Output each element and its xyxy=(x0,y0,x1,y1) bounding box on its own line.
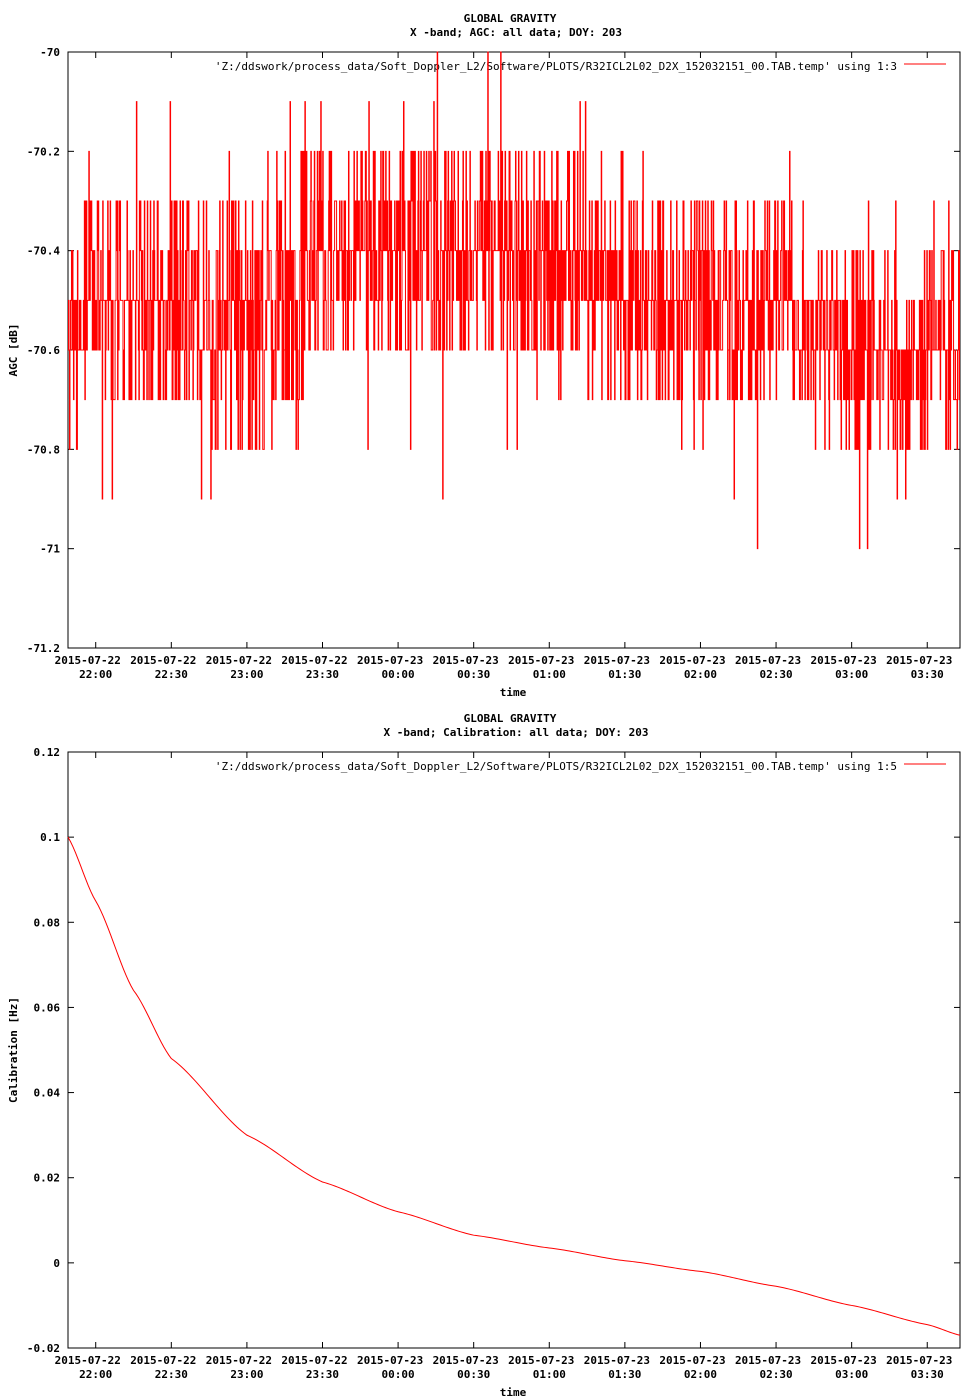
agc-xtick-date: 2015-07-23 xyxy=(357,654,423,667)
agc-ytick-label: -70 xyxy=(40,46,60,59)
agc-xtick-date: 2015-07-23 xyxy=(659,654,725,667)
agc-xtick-time: 22:30 xyxy=(155,668,188,681)
agc-ytick-label: -70.4 xyxy=(27,245,60,258)
calibration-chart: GLOBAL GRAVITY X -band; Calibration: all… xyxy=(7,712,946,1399)
calibration-plot-frame xyxy=(67,751,961,1349)
agc-xtick-date: 2015-07-23 xyxy=(433,654,499,667)
agc-xtick-time: 03:30 xyxy=(911,668,944,681)
calibration-ytick-label: 0.04 xyxy=(34,1087,61,1100)
agc-xtick-date: 2015-07-22 xyxy=(206,654,272,667)
calibration-ytick-label: 0.1 xyxy=(40,831,60,844)
calibration-xtick-time: 02:00 xyxy=(684,1368,717,1381)
agc-xtick-time: 03:00 xyxy=(835,668,868,681)
calibration-ytick-label: 0.12 xyxy=(34,746,61,759)
agc-xtick-time: 01:30 xyxy=(608,668,641,681)
agc-chart: GLOBAL GRAVITY X -band; AGC: all data; D… xyxy=(7,12,946,699)
agc-xtick-date: 2015-07-23 xyxy=(735,654,801,667)
agc-ytick-label: -71 xyxy=(40,543,60,556)
agc-chart-legend-label: 'Z:/ddswork/process_data/Soft_Doppler_L2… xyxy=(215,60,897,73)
calibration-plot-area: 0.120.10.080.060.040.020-0.022015-07-222… xyxy=(27,746,961,1381)
agc-series-line xyxy=(68,51,960,550)
calibration-xtick-date: 2015-07-22 xyxy=(206,1354,272,1367)
calibration-xtick-date: 2015-07-23 xyxy=(735,1354,801,1367)
calibration-xtick-time: 00:00 xyxy=(382,1368,415,1381)
calibration-xtick-date: 2015-07-23 xyxy=(659,1354,725,1367)
calibration-ytick-label: 0.06 xyxy=(34,1001,61,1014)
agc-xtick-date: 2015-07-23 xyxy=(886,654,952,667)
agc-ytick-label: -70.8 xyxy=(27,443,60,456)
agc-xtick-date: 2015-07-22 xyxy=(55,654,121,667)
calibration-ytick-label: 0.02 xyxy=(34,1172,61,1185)
agc-xtick-time: 23:00 xyxy=(230,668,263,681)
calibration-xtick-time: 23:30 xyxy=(306,1368,339,1381)
agc-ytick-label: -70.2 xyxy=(27,145,60,158)
calibration-xtick-date: 2015-07-22 xyxy=(281,1354,347,1367)
calibration-xtick-date: 2015-07-23 xyxy=(433,1354,499,1367)
agc-xtick-date: 2015-07-23 xyxy=(811,654,877,667)
agc-xtick-time: 23:30 xyxy=(306,668,339,681)
agc-chart-title: GLOBAL GRAVITY xyxy=(464,12,557,25)
calibration-xtick-date: 2015-07-22 xyxy=(130,1354,196,1367)
calibration-xtick-time: 03:00 xyxy=(835,1368,868,1381)
agc-xtick-time: 00:30 xyxy=(457,668,490,681)
calibration-xtick-date: 2015-07-23 xyxy=(508,1354,574,1367)
calibration-ytick-label: -0.02 xyxy=(27,1342,60,1355)
agc-chart-subtitle: X -band; AGC: all data; DOY: 203 xyxy=(410,26,622,39)
calibration-chart-xlabel: time xyxy=(500,1386,527,1399)
agc-xtick-time: 00:00 xyxy=(382,668,415,681)
calibration-xtick-time: 02:30 xyxy=(759,1368,792,1381)
calibration-xtick-date: 2015-07-23 xyxy=(584,1354,650,1367)
calibration-xtick-time: 01:00 xyxy=(533,1368,566,1381)
calibration-chart-ylabel: Calibration [Hz] xyxy=(7,997,20,1103)
calibration-xtick-time: 22:00 xyxy=(79,1368,112,1381)
calibration-xtick-time: 00:30 xyxy=(457,1368,490,1381)
agc-ytick-label: -70.6 xyxy=(27,344,60,357)
calibration-xtick-time: 03:30 xyxy=(911,1368,944,1381)
agc-ytick-label: -71.2 xyxy=(27,642,60,655)
agc-chart-xlabel: time xyxy=(500,686,527,699)
calibration-xtick-date: 2015-07-22 xyxy=(55,1354,121,1367)
calibration-chart-subtitle: X -band; Calibration: all data; DOY: 203 xyxy=(384,726,649,739)
calibration-ytick-label: 0.08 xyxy=(34,916,61,929)
calibration-chart-title: GLOBAL GRAVITY xyxy=(464,712,557,725)
agc-xtick-time: 02:00 xyxy=(684,668,717,681)
agc-xtick-time: 02:30 xyxy=(759,668,792,681)
calibration-ytick-label: 0 xyxy=(53,1257,60,1270)
calibration-xtick-time: 22:30 xyxy=(155,1368,188,1381)
agc-xtick-time: 01:00 xyxy=(533,668,566,681)
calibration-xtick-date: 2015-07-23 xyxy=(357,1354,423,1367)
agc-xtick-time: 22:00 xyxy=(79,668,112,681)
calibration-chart-legend-label: 'Z:/ddswork/process_data/Soft_Doppler_L2… xyxy=(215,760,897,773)
agc-xtick-date: 2015-07-23 xyxy=(508,654,574,667)
calibration-xtick-time: 01:30 xyxy=(608,1368,641,1381)
calibration-xtick-date: 2015-07-23 xyxy=(886,1354,952,1367)
calibration-xtick-date: 2015-07-23 xyxy=(811,1354,877,1367)
calibration-series-line xyxy=(67,836,961,1336)
calibration-xtick-time: 23:00 xyxy=(230,1368,263,1381)
agc-xtick-date: 2015-07-22 xyxy=(281,654,347,667)
agc-xtick-date: 2015-07-22 xyxy=(130,654,196,667)
agc-chart-ylabel: AGC [dB] xyxy=(7,324,20,377)
agc-plot-area: -70-70.2-70.4-70.6-70.8-71-71.22015-07-2… xyxy=(27,46,961,681)
agc-xtick-date: 2015-07-23 xyxy=(584,654,650,667)
